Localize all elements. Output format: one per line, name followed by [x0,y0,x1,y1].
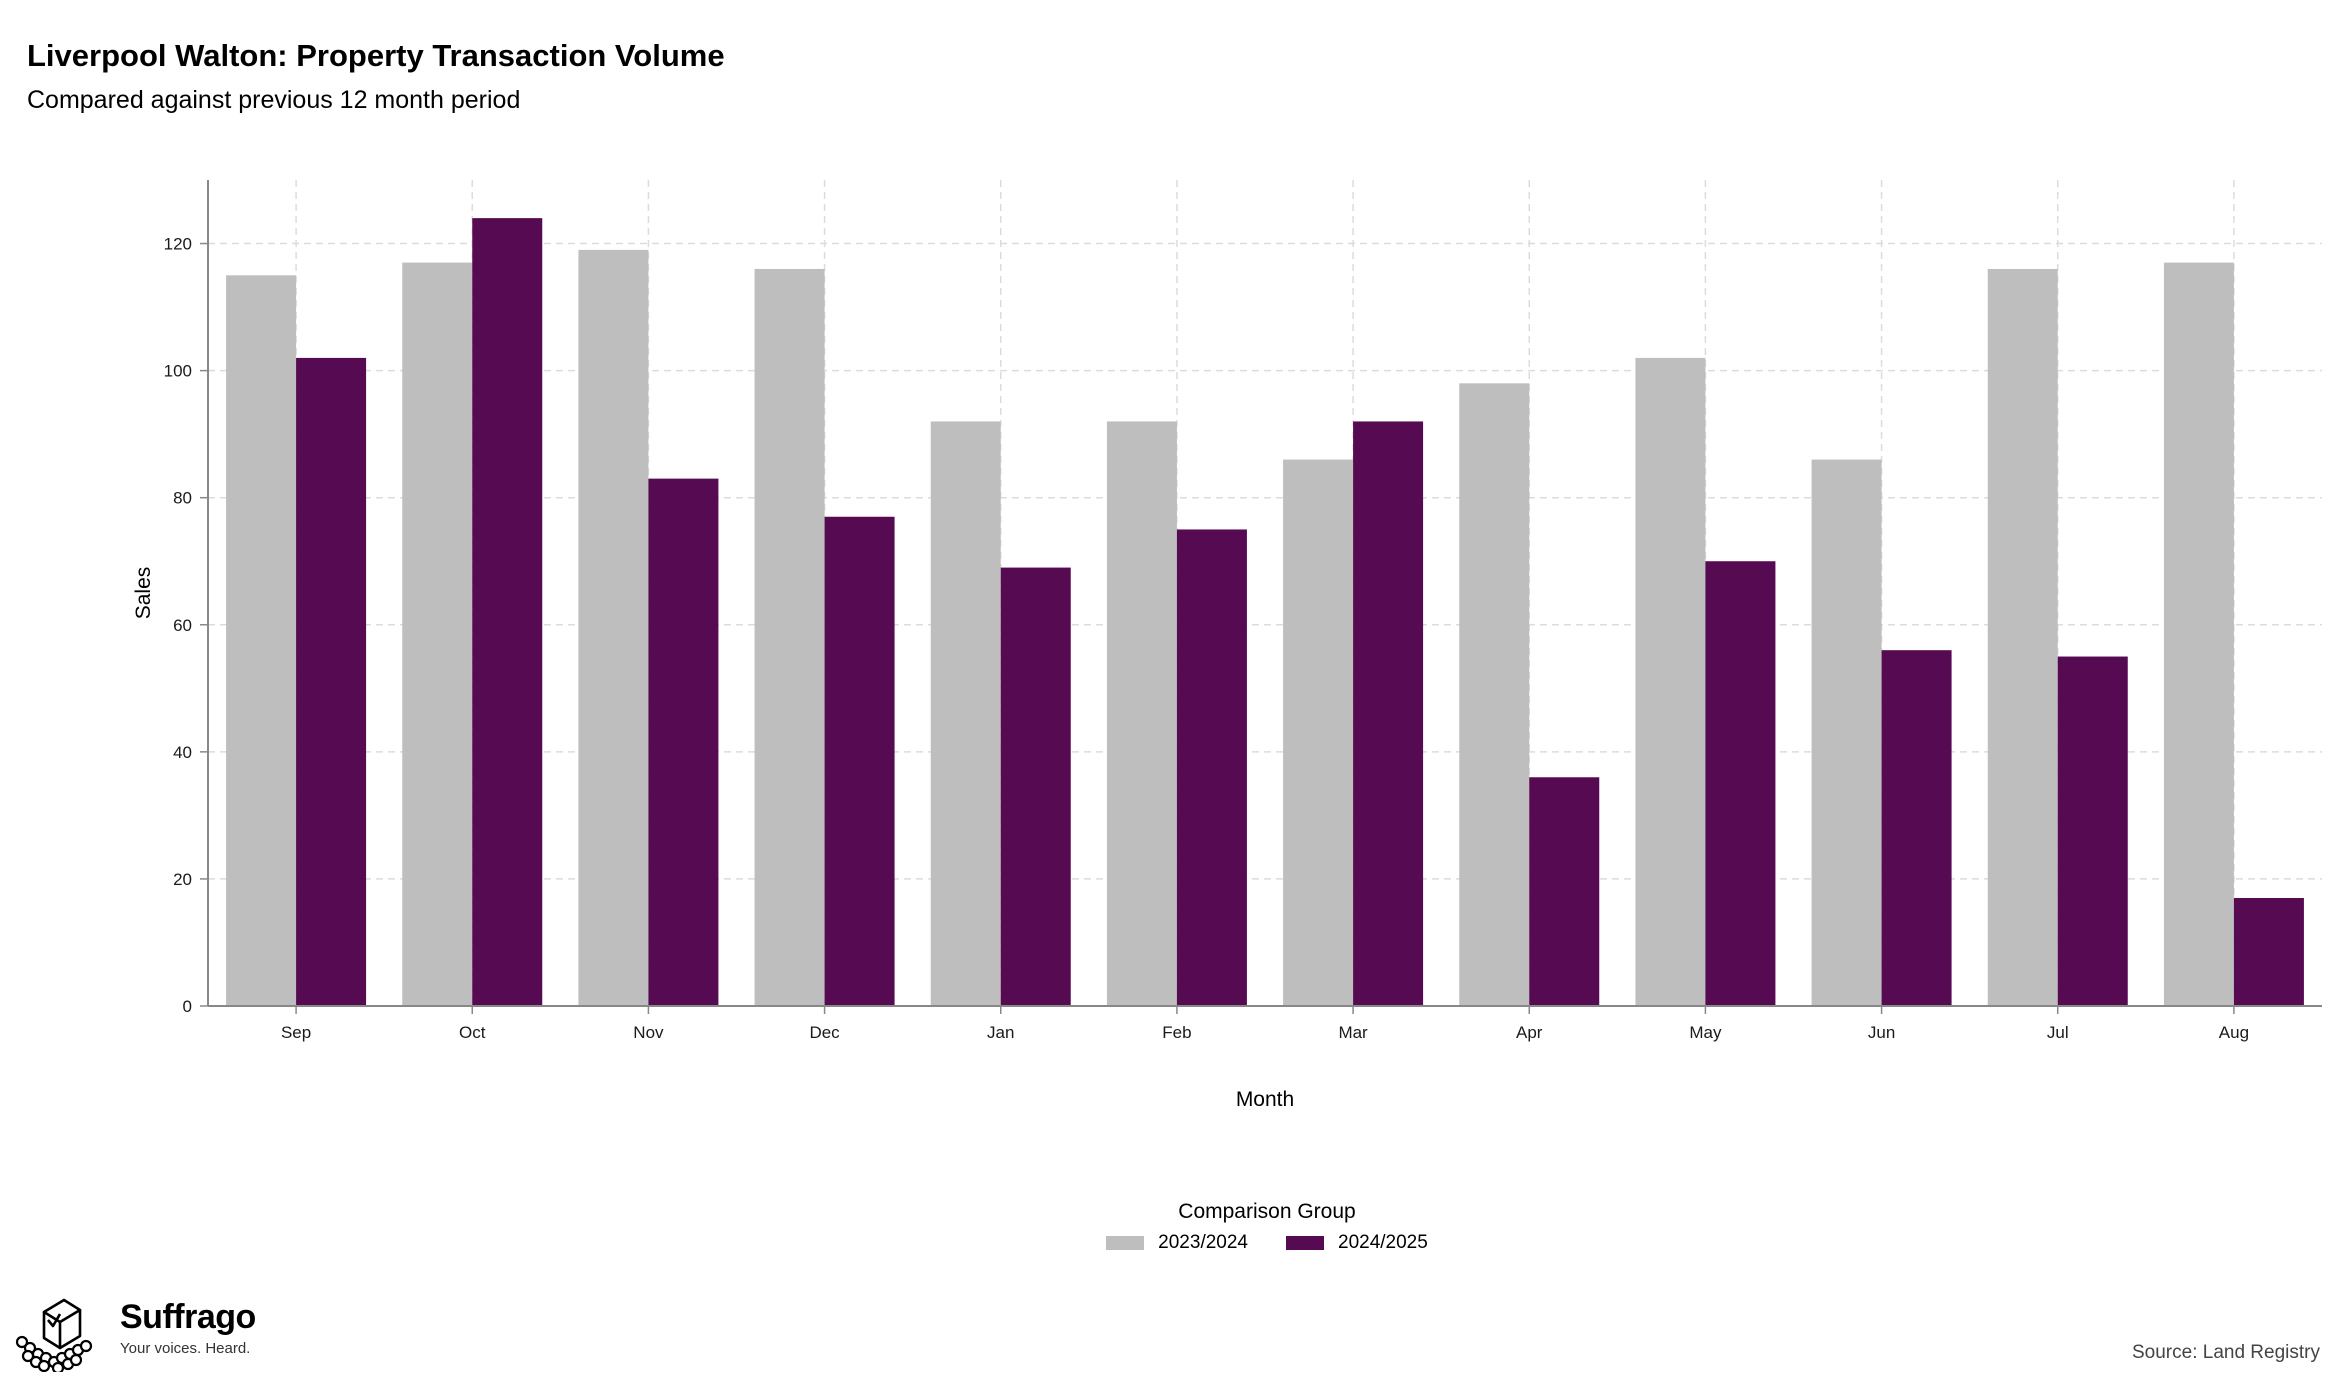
bar-2023-2024-dec [754,268,825,1006]
y-tick-label: 40 [173,743,192,762]
legend-swatch [1286,1236,1324,1250]
legend-item: 2023/2024 [1106,1232,1248,1254]
ballot-box-icon [15,1298,93,1372]
x-axis-title: Month [1236,1088,1294,1111]
y-tick-labels: 0 20 40 60 80 100 120 [164,235,192,1016]
bar-2023-2024-may [1635,357,1706,1006]
legend-title: Comparison Group [1178,1200,1356,1223]
bar-chart: 0 20 40 60 80 100 120 Sep Oct Nov Dec Jan Feb Mar Apr… [132,180,2322,1111]
bar-2023-2024-oct [402,262,473,1007]
chart-title: Liverpool Walton: Property Transaction V… [27,38,725,73]
bar-2023-2024-nov [578,249,649,1006]
bar-2024-2025-nov [648,478,719,1007]
y-tick-label: 20 [173,870,192,889]
brand-name: Suffrago [120,1298,256,1336]
x-tick-label: Nov [633,1023,664,1042]
legend: Comparison Group 2023/2024 2024/2025 [0,1200,2334,1254]
bar-2024-2025-mar [1353,421,1424,1006]
x-tick-label: Apr [1516,1023,1543,1042]
source-note: Source: Land Registry [2132,1342,2320,1363]
x-tick-label: Sep [281,1023,311,1042]
y-tick-label: 120 [164,235,192,254]
bar-2023-2024-aug [2163,262,2234,1007]
bar-2023-2024-mar [1283,459,1354,1007]
bar-2024-2025-feb [1176,529,1247,1006]
x-tick-label: Jul [2047,1023,2069,1042]
chart-subtitle: Compared against previous 12 month perio… [27,86,521,114]
x-tick-label: May [1689,1023,1722,1042]
bar-2023-2024-apr [1459,383,1530,1006]
x-tick-label: Aug [2219,1023,2249,1042]
x-tick-label: Jan [987,1023,1014,1042]
y-tick-label: 80 [173,489,192,508]
bar-2024-2025-apr [1529,777,1600,1006]
y-tick-label: 60 [173,616,192,635]
x-tick-label: Dec [809,1023,840,1042]
legend-item: 2024/2025 [1286,1232,1428,1254]
brand-tagline: Your voices. Heard. [120,1340,251,1357]
bar-2024-2025-oct [472,218,543,1007]
x-tick-label: Mar [1338,1023,1368,1042]
legend-label: 2023/2024 [1158,1232,1248,1253]
bar-2024-2025-sep [296,357,367,1006]
legend-items: 2023/2024 2024/2025 [200,1232,2334,1254]
bar-2023-2024-jun [1811,459,1882,1007]
bar-2024-2025-jan [1000,567,1071,1006]
bar-2024-2025-may [1705,561,1776,1006]
y-tick-label: 0 [183,997,192,1016]
bar-2024-2025-jul [2057,656,2128,1006]
bar-2024-2025-jun [1881,650,1952,1006]
brand-logo: Suffrago Your voices. Heard. [14,1292,256,1372]
bar-2024-2025-aug [2233,897,2304,1006]
y-axis-title: Sales [132,567,155,620]
y-tick-label: 100 [164,362,192,381]
legend-swatch [1106,1236,1145,1250]
bar-2023-2024-jan [930,421,1001,1006]
bar-2024-2025-dec [824,516,895,1006]
bar-2023-2024-feb [1106,421,1177,1006]
x-tick-label: Feb [1162,1023,1191,1042]
bar-2023-2024-jul [1987,268,2058,1006]
x-tick-labels: Sep Oct Nov Dec Jan Feb Mar Apr May Jun Jul Aug [281,1023,2249,1042]
axes [200,180,2322,1014]
x-tick-label: Jun [1868,1023,1895,1042]
legend-label: 2024/2025 [1338,1232,1428,1253]
x-tick-label: Oct [459,1023,486,1042]
bars [226,218,2304,1007]
bar-2023-2024-sep [226,275,297,1006]
